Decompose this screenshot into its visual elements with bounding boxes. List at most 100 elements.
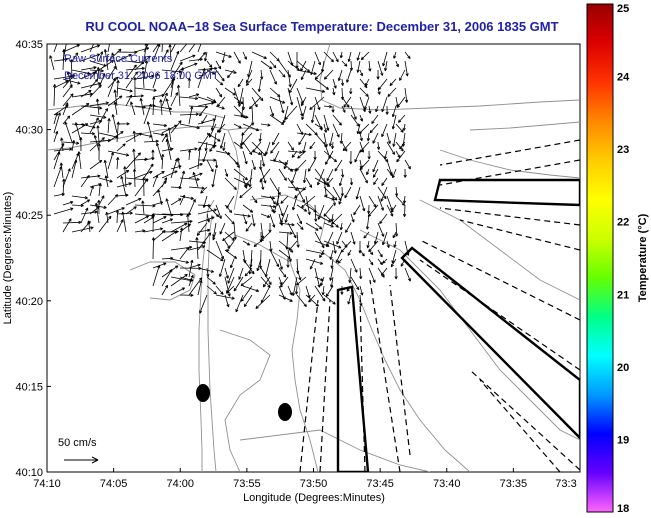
current-vector bbox=[233, 123, 242, 129]
current-vector bbox=[161, 265, 179, 278]
current-vector bbox=[287, 141, 294, 151]
current-vector bbox=[366, 132, 371, 142]
current-vector bbox=[382, 231, 388, 246]
current-vector bbox=[391, 105, 397, 118]
current-vector bbox=[125, 152, 141, 170]
current-vector bbox=[107, 77, 116, 98]
current-vector bbox=[170, 120, 182, 134]
current-vector bbox=[365, 213, 370, 230]
current-vector bbox=[156, 142, 163, 161]
current-vector bbox=[354, 150, 361, 163]
y-tick-label: 40:10 bbox=[15, 467, 43, 479]
current-vector bbox=[298, 132, 307, 146]
current-vector bbox=[188, 172, 203, 179]
current-vector bbox=[297, 150, 307, 159]
y-tick-label: 40:20 bbox=[15, 296, 43, 308]
current-vector bbox=[170, 158, 178, 179]
current-vector bbox=[377, 222, 385, 237]
current-vector bbox=[323, 123, 328, 133]
current-vector bbox=[224, 267, 229, 279]
current-vector bbox=[197, 280, 203, 296]
current-vector bbox=[125, 132, 143, 143]
current-vector bbox=[80, 207, 89, 224]
current-vector bbox=[152, 174, 159, 188]
current-vector bbox=[71, 123, 89, 134]
current-vector bbox=[151, 213, 155, 233]
current-vector bbox=[399, 141, 406, 150]
current-vector bbox=[244, 267, 253, 277]
current-vector bbox=[52, 84, 57, 107]
current-vector bbox=[71, 103, 90, 116]
current-vector bbox=[402, 204, 407, 217]
current-vector bbox=[404, 51, 411, 60]
current-vector bbox=[347, 51, 352, 62]
y-axis-ticks: 40:35 40:30 40:25 40:20 40:15 40:10 bbox=[15, 39, 51, 479]
current-vector bbox=[132, 168, 137, 188]
current-vector bbox=[161, 268, 173, 287]
current-vector bbox=[107, 118, 111, 134]
current-vector bbox=[340, 168, 345, 178]
current-vector bbox=[332, 114, 342, 126]
current-vector bbox=[294, 285, 299, 295]
current-vector bbox=[396, 150, 406, 163]
current-vector bbox=[107, 131, 124, 143]
current-vector bbox=[170, 198, 182, 206]
wedge-south bbox=[336, 285, 370, 472]
current-vector bbox=[269, 105, 275, 117]
current-vector bbox=[326, 168, 334, 182]
current-vector bbox=[278, 69, 286, 78]
current-vector bbox=[143, 103, 152, 125]
current-vector bbox=[390, 204, 397, 213]
current-vector bbox=[233, 114, 249, 119]
current-vector bbox=[251, 141, 267, 157]
current-vector bbox=[197, 267, 215, 273]
current-vector bbox=[187, 77, 191, 89]
current-vector bbox=[314, 51, 321, 66]
current-vector bbox=[170, 92, 179, 107]
current-vector bbox=[367, 204, 371, 214]
current-vector bbox=[134, 87, 157, 92]
current-vector bbox=[260, 204, 277, 209]
current-vector bbox=[188, 277, 203, 296]
current-vector bbox=[116, 121, 120, 143]
current-vector bbox=[368, 267, 376, 283]
current-vector bbox=[359, 69, 363, 77]
current-vector bbox=[269, 249, 280, 268]
current-vector bbox=[296, 186, 305, 203]
current-vector bbox=[325, 150, 334, 165]
current-vector bbox=[287, 69, 292, 88]
y-tick-label: 40:30 bbox=[15, 125, 43, 137]
current-vector bbox=[342, 141, 352, 152]
current-vector bbox=[206, 276, 216, 285]
current-vector bbox=[79, 137, 83, 152]
current-vector bbox=[296, 132, 312, 137]
current-vector bbox=[125, 206, 137, 215]
current-vector bbox=[195, 237, 199, 260]
current-vector bbox=[384, 60, 388, 72]
current-vector bbox=[339, 51, 344, 59]
current-vector bbox=[278, 276, 283, 286]
current-vector bbox=[209, 141, 217, 152]
current-vector bbox=[336, 231, 343, 245]
radar-dashed-lines bbox=[299, 139, 580, 472]
current-vector bbox=[269, 51, 280, 62]
current-vector bbox=[104, 175, 109, 188]
current-vector bbox=[296, 294, 307, 308]
current-vector bbox=[383, 150, 388, 160]
current-vector bbox=[188, 186, 205, 190]
current-vector bbox=[179, 177, 200, 181]
current-vector bbox=[235, 294, 244, 313]
current-vector bbox=[152, 123, 168, 128]
current-vector bbox=[216, 123, 226, 133]
current-vector bbox=[398, 114, 406, 123]
map-title: RU COOL NOAA−18 Sea Surface Temperature:… bbox=[85, 19, 558, 34]
current-vector bbox=[233, 159, 240, 169]
current-vector bbox=[287, 150, 303, 154]
current-vector bbox=[284, 213, 289, 223]
current-vector bbox=[382, 258, 388, 264]
current-vector bbox=[224, 294, 230, 308]
current-vector bbox=[215, 240, 224, 260]
current-vector bbox=[280, 195, 289, 204]
current-vector bbox=[242, 240, 251, 246]
current-vector bbox=[394, 222, 399, 237]
